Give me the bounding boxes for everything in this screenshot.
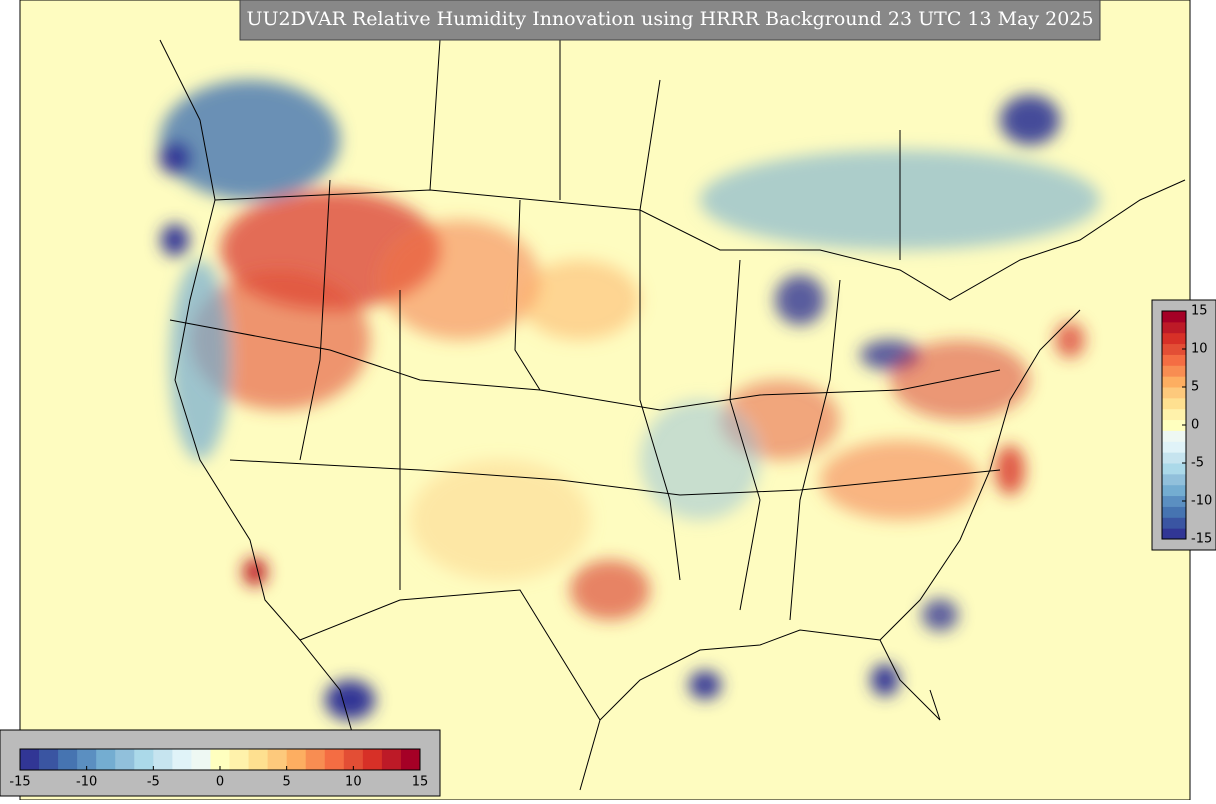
humidity-field	[159, 80, 1100, 720]
colorbar-segment	[58, 749, 78, 770]
colorbar-tick-label: -5	[147, 775, 160, 790]
colorbar-segment	[362, 749, 383, 770]
colorbar-segment	[1162, 387, 1186, 399]
colorbar-segment	[229, 749, 250, 770]
colorbar-segment	[77, 749, 97, 770]
colorbar-segment	[210, 749, 231, 770]
colorbar-segment	[1162, 506, 1186, 518]
colorbar-segment	[1162, 365, 1186, 377]
colorbar-tick-label: 10	[345, 775, 362, 790]
colorbar-tick-label: 0	[216, 775, 224, 790]
colorbar-tick-label: 15	[1191, 304, 1208, 319]
colorbar-segment	[39, 749, 59, 770]
colorbar-tick-label: -15	[9, 775, 30, 790]
colorbar-segment	[1162, 321, 1186, 334]
colorbar-tick-label: 10	[1191, 342, 1208, 357]
colorbar-segment	[1162, 452, 1186, 464]
colorbar-segment	[1162, 495, 1186, 507]
colorbar-segment	[324, 749, 345, 770]
colorbar-segment	[134, 749, 154, 770]
colorbar-segment	[1162, 441, 1186, 453]
colorbar-tick-label: 0	[1191, 418, 1199, 433]
colorbar-segment	[96, 749, 116, 770]
colorbar-segment	[191, 749, 211, 770]
colorbar-segment	[1162, 397, 1186, 410]
colorbar-tick-label: -10	[76, 775, 97, 790]
colorbar-segment	[1162, 517, 1186, 529]
colorbar-tick-label: 5	[283, 775, 291, 790]
colorbar-segment	[115, 749, 135, 770]
colorbar-tick-label: 5	[1191, 380, 1199, 395]
colorbar-segment	[343, 749, 364, 770]
colorbars: -15 -10 -5 0 5 10 15 -15 -10 -5 0 5 10 15	[9, 304, 1212, 790]
colorbar-tick-label: -10	[1191, 494, 1212, 509]
colorbar-segment	[1162, 484, 1186, 497]
colorbar-segment	[286, 749, 307, 770]
map-title: UU2DVAR Relative Humidity Innovation usi…	[246, 8, 1093, 30]
colorbar-segment	[267, 749, 288, 770]
colorbar-segment	[1162, 376, 1186, 388]
colorbar-segment	[1162, 430, 1186, 442]
boundaries	[159, 39, 1186, 791]
colorbar-segment	[1162, 311, 1186, 323]
colorbar-segment	[248, 749, 269, 770]
colorbar-tick-label: -15	[1191, 532, 1212, 547]
title-box	[239, 0, 1101, 41]
colorbar-segment	[1162, 332, 1186, 345]
colorbar-segment	[153, 749, 173, 770]
colorbar-segment	[172, 749, 192, 770]
colorbar-segment	[20, 749, 40, 770]
colorbar-segment	[381, 749, 402, 770]
colorbar-segment	[1162, 343, 1186, 355]
colorbar-segment	[305, 749, 326, 770]
colorbar-segment	[1162, 528, 1186, 540]
colorbar-segment	[1162, 354, 1186, 366]
colorbar-tick-label: 15	[412, 775, 429, 790]
colorbar-segment	[1162, 419, 1186, 431]
colorbar-segment	[400, 749, 421, 770]
colorbar-segment	[1162, 473, 1186, 486]
colorbar-tick-label: -5	[1191, 456, 1204, 471]
colorbar-segment	[1162, 408, 1186, 421]
colorbar-segment	[1162, 463, 1186, 475]
